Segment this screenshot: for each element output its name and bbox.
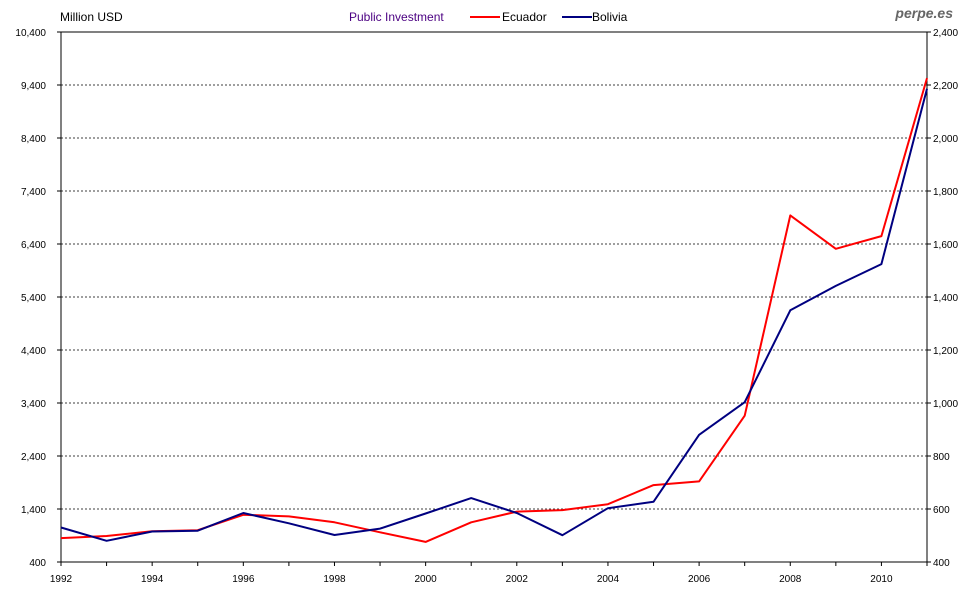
left-tick-label: 5,400 (21, 293, 46, 304)
right-tick-label: 1,400 (933, 293, 958, 304)
left-tick-label: 10,400 (15, 28, 46, 39)
right-tick-label: 2,000 (933, 134, 958, 145)
series-lines (60, 77, 928, 543)
left-tick-label: 2,400 (21, 452, 46, 463)
right-tick-label: 1,600 (933, 240, 958, 251)
x-tick-label: 1992 (50, 574, 73, 585)
right-tick-label: 800 (933, 452, 950, 463)
left-tick-label: 6,400 (21, 240, 46, 251)
left-tick-label: 7,400 (21, 187, 46, 198)
left-tick-label: 8,400 (21, 134, 46, 145)
left-tick-label: 4,400 (21, 346, 46, 357)
right-tick-label: 1,800 (933, 187, 958, 198)
series-line-ecuador (60, 77, 928, 543)
watermark: perpe.es (894, 5, 953, 21)
right-tick-label: 600 (933, 505, 950, 516)
right-tick-label: 1,200 (933, 346, 958, 357)
left-tick-label: 400 (29, 558, 46, 569)
right-tick-label: 1,000 (933, 399, 958, 410)
y-axis-label: Million USD (60, 10, 123, 24)
x-tick-label: 2002 (506, 574, 529, 585)
x-tick-label: 2008 (779, 574, 802, 585)
left-tick-label: 9,400 (21, 81, 46, 92)
x-tick-label: 2006 (688, 574, 711, 585)
x-tick-label: 2004 (597, 574, 620, 585)
gridlines (61, 84, 927, 510)
legend-label-bolivia: Bolivia (592, 10, 628, 24)
right-tick-label: 2,400 (933, 28, 958, 39)
right-y-axis: 400 600 800 1,000 1,200 1,400 1,600 1,800 2,000 2… (927, 28, 958, 569)
right-tick-label: 400 (933, 558, 950, 569)
x-tick-label: 2010 (870, 574, 893, 585)
series-line-bolivia (60, 88, 928, 542)
legend-label-ecuador: Ecuador (502, 10, 547, 24)
right-tick-label: 2,200 (933, 81, 958, 92)
left-tick-label: 3,400 (21, 399, 46, 410)
left-y-axis: 400 1,400 2,400 3,400 4,400 5,400 6,400 7,400 8,… (15, 28, 61, 569)
x-tick-label: 2000 (415, 574, 438, 585)
x-tick-label: 1996 (232, 574, 255, 585)
left-tick-label: 1,400 (21, 505, 46, 516)
x-tick-label: 1994 (141, 574, 164, 585)
x-tick-label: 1998 (323, 574, 346, 585)
x-axis: 1992 1994 1996 1998 2000 2002 2004 2006 2008 2010 (50, 562, 928, 585)
legend: Ecuador Bolivia (470, 10, 628, 24)
chart-title: Public Investment (349, 10, 444, 24)
